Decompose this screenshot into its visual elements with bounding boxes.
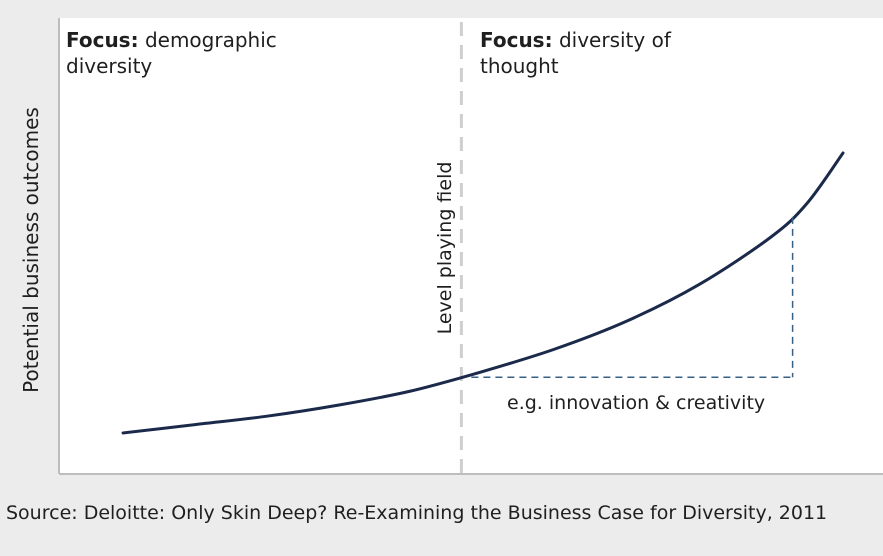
focus-label-thought: Focus: diversity of thought	[480, 27, 700, 79]
focus-label-demographic: Focus: demographic diversity	[66, 27, 366, 79]
focus-right-bold: Focus:	[480, 28, 553, 52]
source-caption: Source: Deloitte: Only Skin Deep? Re-Exa…	[6, 502, 828, 524]
outcome-curve	[121, 151, 845, 435]
focus-left-bold: Focus:	[66, 28, 139, 52]
divider-label: Level playing field	[434, 161, 456, 335]
annotation-label: e.g. innovation & creativity	[507, 392, 766, 414]
chart-panel	[58, 18, 883, 475]
y-axis-label: Potential business outcomes	[19, 107, 43, 393]
focus-right-text: diversity of thought	[480, 28, 671, 78]
focus-left-text: demographic diversity	[66, 28, 277, 78]
